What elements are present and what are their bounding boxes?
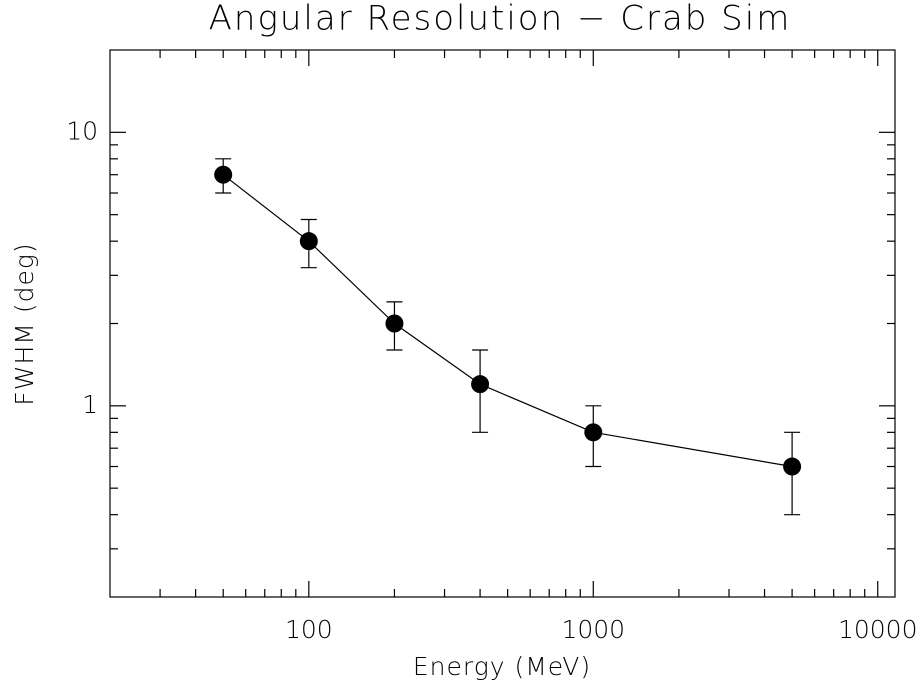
y-tick-label: 10 [66, 116, 98, 145]
x-axis-label: Energy (MeV) [413, 652, 591, 681]
chart-title: Angular Resolution − Crab Sim [209, 0, 792, 39]
y-tick-label: 1 [82, 390, 98, 419]
x-tick-label: 10000 [838, 615, 918, 644]
data-point [299, 232, 318, 251]
data-point [471, 375, 490, 394]
data-point [214, 165, 233, 184]
x-tick-label: 1000 [561, 615, 625, 644]
data-point [385, 314, 404, 333]
data-line [222, 174, 793, 468]
plot-frame [109, 49, 896, 598]
x-tick-label: 100 [285, 615, 333, 644]
y-axis-label: FWHM (deg) [10, 242, 39, 405]
data-point [584, 423, 603, 442]
data-point [783, 457, 802, 476]
